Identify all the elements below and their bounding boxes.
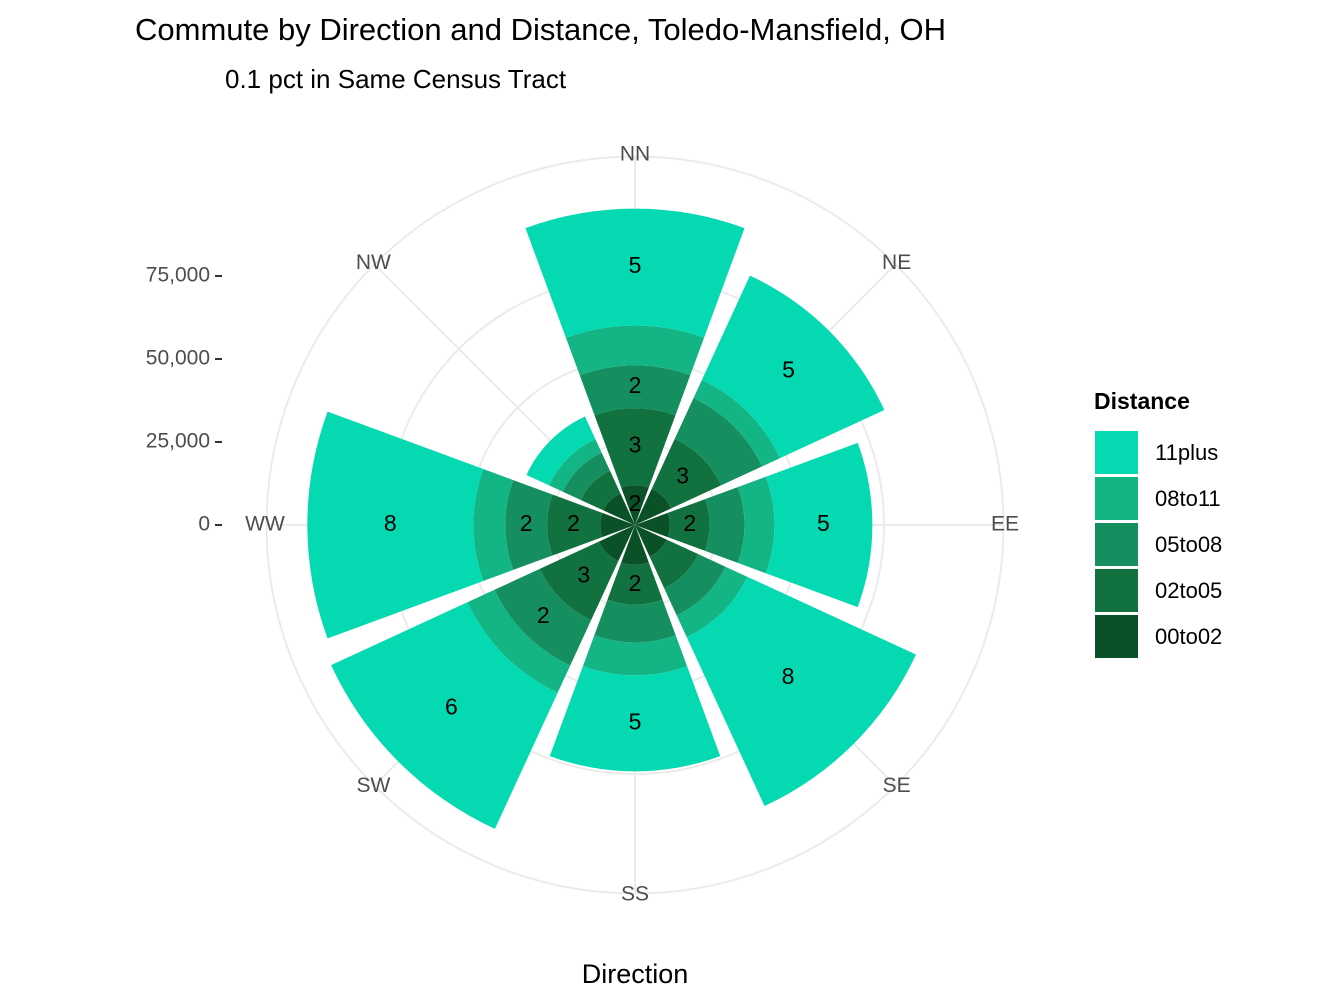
x-tick-label: WW <box>245 513 285 536</box>
legend-swatch <box>1095 615 1138 658</box>
bar-segment <box>635 525 667 557</box>
bar-segment <box>549 439 602 492</box>
legend-label: 05to08 <box>1155 532 1222 557</box>
x-tick-label: EE <box>991 513 1019 536</box>
bar-segment <box>674 398 762 486</box>
data-label: 2 <box>629 372 642 398</box>
x-tick-label: NE <box>882 251 911 274</box>
data-label: 3 <box>629 432 642 458</box>
x-tick-label: SS <box>621 883 649 906</box>
bar-segment <box>635 512 670 538</box>
legend-swatch <box>1095 523 1138 566</box>
bar-segment <box>607 562 663 605</box>
bar-segment <box>525 208 745 338</box>
data-label: 3 <box>577 561 590 587</box>
data-label: 5 <box>782 357 795 383</box>
bar-segment <box>594 408 676 488</box>
x-tick-label: NN <box>620 143 650 166</box>
chart-title: Commute by Direction and Distance, Toled… <box>135 12 946 47</box>
x-tick-label: NW <box>356 251 391 274</box>
bar-segment <box>693 379 781 467</box>
bar-segment <box>331 602 558 829</box>
bar-segment <box>598 525 635 562</box>
bar-segment <box>667 499 710 551</box>
legend-label: 00to02 <box>1155 624 1222 649</box>
data-label: 2 <box>520 510 533 536</box>
bar-segment <box>579 365 691 416</box>
legend-swatch <box>1095 569 1138 612</box>
data-label: 8 <box>782 663 795 689</box>
data-label: 8 <box>384 510 397 536</box>
data-label: 5 <box>629 252 642 278</box>
data-label: 2 <box>629 490 642 516</box>
data-label: 5 <box>629 708 642 734</box>
y-tick-label: 75,000 <box>146 264 210 287</box>
y-tick-label: 0 <box>198 513 210 536</box>
x-tick-label: SE <box>883 774 911 797</box>
bar-segment <box>565 325 705 376</box>
bar-segment <box>651 438 722 509</box>
bar-segment <box>664 554 726 616</box>
bar-segment <box>686 576 916 806</box>
data-label: 2 <box>629 570 642 596</box>
bar-segment <box>549 666 721 772</box>
y-tick-label: 50,000 <box>146 347 210 370</box>
bar-segment <box>649 539 699 589</box>
legend-label: 02to05 <box>1155 578 1222 603</box>
legend-label: 11plus <box>1155 440 1218 465</box>
data-label: 6 <box>445 694 458 720</box>
bar-segment <box>547 494 603 556</box>
bar-segment <box>603 493 635 525</box>
x-tick-label: SW <box>356 774 390 797</box>
legend-title: Distance <box>1094 388 1190 414</box>
bar-segment <box>526 416 596 486</box>
bar-segment <box>580 470 621 511</box>
bar-segment <box>701 275 885 459</box>
bar-segment <box>600 512 635 538</box>
bar-segment <box>582 635 688 676</box>
bar-segment <box>505 480 553 570</box>
bar-segment <box>705 487 745 563</box>
bar-segment <box>621 525 649 565</box>
bar-segment <box>621 485 649 525</box>
legend-swatch <box>1095 477 1138 520</box>
data-label: 2 <box>537 602 550 628</box>
legend-swatch <box>1095 431 1138 474</box>
bar-segment <box>765 442 873 608</box>
data-label: 3 <box>676 462 689 488</box>
y-tick-label: 25,000 <box>146 430 210 453</box>
chart-subtitle: 0.1 pct in Same Census Tract <box>225 64 567 94</box>
data-label: 5 <box>817 510 830 536</box>
bar-segment <box>494 568 592 666</box>
data-label: 2 <box>567 510 580 536</box>
bar-segment <box>676 566 748 638</box>
data-label: 2 <box>683 510 696 536</box>
bar-segment <box>473 469 514 581</box>
bar-segment <box>539 541 619 621</box>
bar-segment <box>307 411 484 639</box>
bar-segment <box>467 589 571 693</box>
bar-segment <box>737 476 775 574</box>
bar-segment <box>562 452 610 500</box>
x-axis-title: Direction <box>582 959 689 989</box>
bar-segment <box>635 488 672 525</box>
legend-label: 08to11 <box>1155 486 1221 511</box>
bar-segment <box>594 599 676 643</box>
